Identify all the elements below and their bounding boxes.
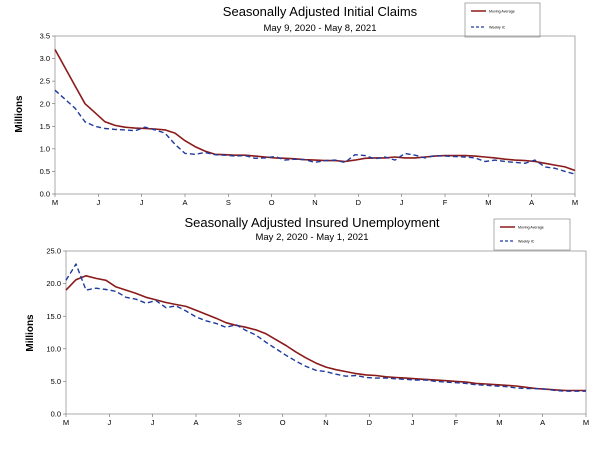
x-tick-label: N: [323, 418, 328, 427]
y-tick-label: 1.5: [40, 122, 50, 131]
legend-label-moving-average: Moving Average: [489, 10, 515, 14]
x-tick-label: M: [52, 198, 58, 207]
x-tick-label: J: [140, 198, 144, 207]
insured-unemployment-chart: Seasonally Adjusted Insured Unemployment…: [25, 215, 589, 427]
x-tick-label: M: [583, 418, 589, 427]
y-tick-label: 2.0: [40, 99, 50, 108]
y-tick-label: 0.0: [51, 410, 61, 419]
series-line-weekly: [65, 263, 586, 392]
plot-area: [65, 250, 587, 415]
x-tick-label: F: [443, 198, 448, 207]
y-axis-label: Millions: [14, 95, 25, 133]
plot-area: [54, 35, 576, 195]
x-tick-label: O: [280, 418, 286, 427]
x-tick-label: D: [367, 418, 373, 427]
y-tick-label: 20.0: [46, 279, 61, 288]
legend: Moving Average Weekly IC: [464, 2, 541, 38]
chart-title: Seasonally Adjusted Insured Unemployment: [184, 215, 439, 230]
x-tick-label: A: [182, 198, 187, 207]
y-tick-label: 0.5: [40, 167, 50, 176]
y-tick-label: 3.0: [40, 54, 50, 63]
x-tick-label: S: [226, 198, 231, 207]
y-tick-label: 5.0: [51, 377, 61, 386]
legend-label-weekly: Weekly IC: [518, 240, 535, 244]
x-tick-label: A: [193, 418, 198, 427]
y-tick-label: 0.0: [40, 190, 50, 199]
y-tick-label: 25.0: [46, 247, 61, 256]
y-tick-label: 10.0: [46, 344, 61, 353]
chart-subtitle: May 9, 2020 - May 8, 2021: [263, 23, 376, 34]
x-tick-label: M: [63, 418, 69, 427]
y-axis: 0.0 5.0 10.0 15.0 20.0 25.0: [46, 247, 66, 419]
y-tick-label: 3.5: [40, 32, 50, 41]
legend-label-moving-average: Moving Average: [518, 226, 544, 230]
chart-title: Seasonally Adjusted Initial Claims: [223, 4, 418, 19]
x-tick-label: A: [529, 198, 534, 207]
series-group: [65, 263, 586, 392]
y-tick-label: 15.0: [46, 312, 61, 321]
series-line-moving-average: [65, 274, 586, 392]
x-tick-label: O: [269, 198, 275, 207]
legend: Moving Average Weekly IC: [493, 218, 571, 251]
x-tick-label: S: [237, 418, 242, 427]
y-tick-label: 2.5: [40, 77, 50, 86]
x-tick-label: M: [572, 198, 578, 207]
legend-label-weekly: Weekly IC: [489, 26, 506, 30]
chart-subtitle: May 2, 2020 - May 1, 2021: [255, 232, 368, 243]
x-tick-label: J: [411, 418, 415, 427]
y-tick-label: 1.0: [40, 144, 50, 153]
series-line-moving-average: [54, 49, 576, 172]
x-tick-label: D: [356, 198, 362, 207]
x-tick-label: N: [312, 198, 317, 207]
x-tick-label: A: [540, 418, 545, 427]
legend-box: [493, 218, 571, 251]
x-tick-label: M: [485, 198, 491, 207]
series-line-weekly: [54, 89, 576, 175]
initial-claims-chart: Seasonally Adjusted Initial Claims May 9…: [14, 2, 578, 207]
x-tick-label: J: [107, 418, 111, 427]
y-axis: 0.0 0.5 1.0 1.5 2.0 2.5 3.0 3.5: [40, 32, 55, 199]
x-tick-label: F: [454, 418, 459, 427]
x-tick-label: J: [96, 198, 100, 207]
legend-box: [464, 2, 541, 38]
y-axis-label: Millions: [25, 314, 36, 352]
x-tick-label: M: [496, 418, 502, 427]
series-group: [54, 49, 576, 175]
x-tick-label: J: [151, 418, 155, 427]
x-tick-label: J: [400, 198, 404, 207]
